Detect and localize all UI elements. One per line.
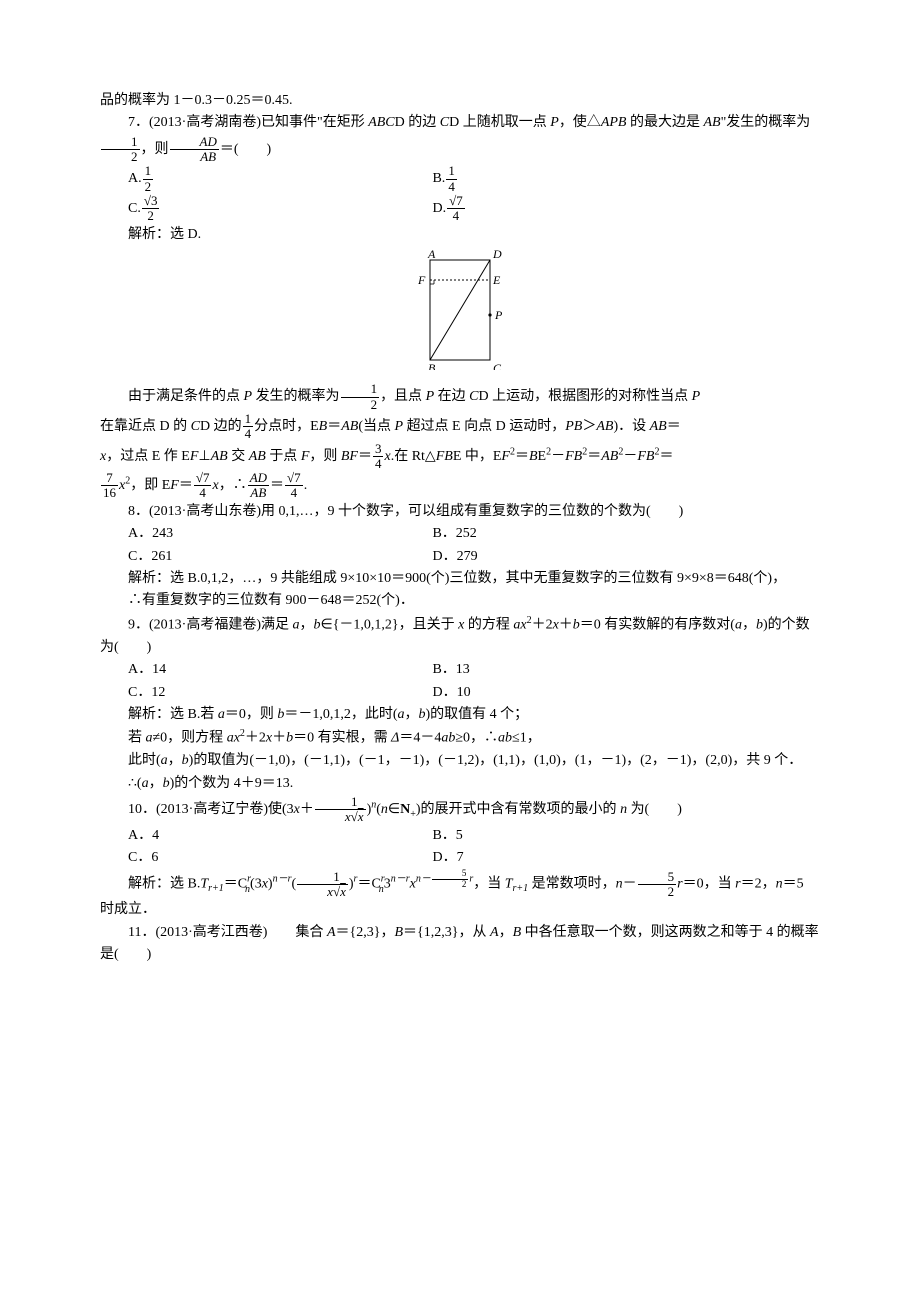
q9-stem: 9．(2013·高考福建卷)满足 a，b∈{－1,0,1,2}，且关于 x 的方… bbox=[100, 613, 820, 659]
q7-optA: A.12 bbox=[128, 164, 432, 194]
q8-sol-2: ∴有重复数字的三位数有 900－648＝252(个)． bbox=[100, 590, 820, 612]
q11-stem: 11．(2013·高考江西卷) 集合 A＝{2,3}，B＝{1,2,3}，从 A… bbox=[100, 922, 820, 967]
q9-optC: C．12 bbox=[128, 682, 432, 704]
q10-sol: 解析：选 B.Tr+1＝Crn(3x)n－r(1x√x)r＝Crn3n－rxn－… bbox=[100, 869, 820, 921]
q9-options: A．14 C．12 B．13 D．10 bbox=[128, 659, 820, 704]
svg-text:D: D bbox=[492, 250, 502, 261]
svg-text:A: A bbox=[427, 250, 436, 261]
q7-sol-1: 由于满足条件的点 P 发生的概率为12，且点 P 在边 CD 上运动，根据图形的… bbox=[100, 382, 820, 412]
svg-text:E: E bbox=[492, 273, 501, 287]
q7-stem: 7．(2013·高考湖南卷)已知事件"在矩形 ABCD 的边 CD 上随机取一点… bbox=[100, 112, 820, 164]
q9-sol-2: 若 a≠0，则方程 ax2＋2x＋b＝0 有实根，需 Δ＝4－4ab≥0，∴ab… bbox=[100, 726, 820, 750]
q9-optB: B．13 bbox=[432, 659, 736, 681]
q9-sol-4: ∴(a，b)的个数为 4＋9＝13. bbox=[100, 773, 820, 795]
q7-optC: C.√32 bbox=[128, 194, 432, 224]
prev-continuation: 品的概率为 1－0.3－0.25＝0.45. bbox=[100, 90, 820, 112]
q7-options: A.12 C.√32 B.14 D.√74 bbox=[128, 164, 820, 223]
q10-stem: 10．(2013·高考辽宁卷)使(3x＋1x√x)n(n∈N+)的展开式中含有常… bbox=[100, 795, 820, 825]
q7-sol-3: x，过点 E 作 EF⊥AB 交 AB 于点 F，则 BF＝34x.在 Rt△F… bbox=[100, 442, 820, 472]
q9-optD: D．10 bbox=[432, 682, 736, 704]
q8-options: A．243 C．261 B．252 D．279 bbox=[128, 523, 820, 568]
q10-optD: D．7 bbox=[432, 847, 736, 869]
q10-optA: A．4 bbox=[128, 825, 432, 847]
q10-optC: C．6 bbox=[128, 847, 432, 869]
q8-optD: D．279 bbox=[432, 546, 736, 568]
rectangle-diagram-svg: A D B C F E P bbox=[410, 250, 510, 370]
q7-answer-select: 解析：选 D. bbox=[100, 224, 820, 246]
q7-optB: B.14 bbox=[432, 164, 736, 194]
q8-optB: B．252 bbox=[432, 523, 736, 545]
q9-sol-3: 此时(a，b)的取值为(－1,0)，(－1,1)，(－1，－1)，(－1,2)，… bbox=[100, 750, 820, 772]
svg-text:F: F bbox=[417, 273, 426, 287]
q7-sol-4: 716x2，即 EF＝√74x，∴ADAB＝√74. bbox=[100, 471, 820, 501]
q7-sol-2: 在靠近点 D 的 CD 边的14分点时，EB＝AB(当点 P 超过点 E 向点 … bbox=[100, 412, 820, 442]
q8-stem: 8．(2013·高考山东卷)用 0,1,…，9 十个数字，可以组成有重复数字的三… bbox=[100, 501, 820, 523]
q7-optD: D.√74 bbox=[432, 194, 736, 224]
q7-figure: A D B C F E P bbox=[100, 250, 820, 378]
svg-text:C: C bbox=[493, 361, 502, 370]
svg-text:B: B bbox=[428, 361, 436, 370]
q9-optA: A．14 bbox=[128, 659, 432, 681]
q8-sol-1: 解析：选 B.0,1,2，…，9 共能组成 9×10×10＝900(个)三位数，… bbox=[100, 568, 820, 590]
q9-sol-1: 解析：选 B.若 a＝0，则 b＝－1,0,1,2，此时(a，b)的取值有 4 … bbox=[100, 704, 820, 726]
svg-text:P: P bbox=[494, 308, 503, 322]
q8-optA: A．243 bbox=[128, 523, 432, 545]
q10-options: A．4 C．6 B．5 D．7 bbox=[128, 825, 820, 870]
q8-optC: C．261 bbox=[128, 546, 432, 568]
q10-optB: B．5 bbox=[432, 825, 736, 847]
